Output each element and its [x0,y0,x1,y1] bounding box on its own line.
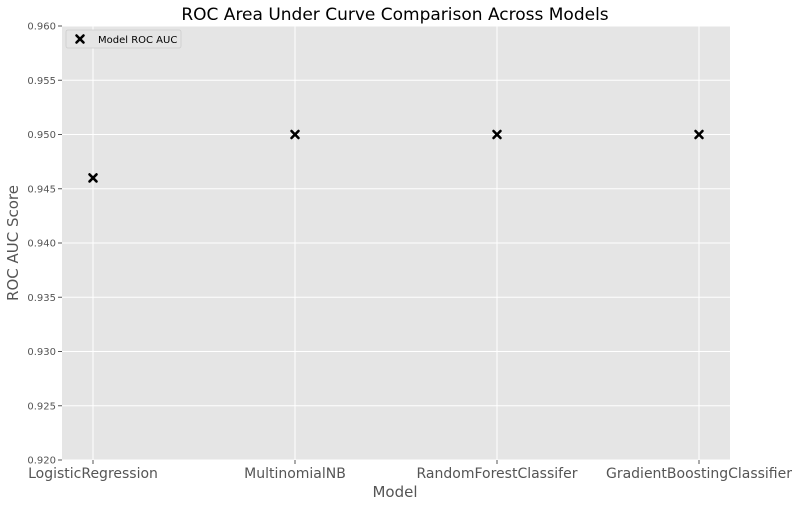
x-tick-label: RandomForestClassifer [417,466,578,482]
chart-title: ROC Area Under Curve Comparison Across M… [181,5,608,25]
legend-label: Model ROC AUC [98,35,177,46]
x-tick-label: GradientBoostingClassifier [606,466,792,482]
y-tick-label: 0.925 [27,401,56,412]
gridlines [62,25,730,461]
data-point-gradientboostingclassifier [694,129,704,140]
y-tick-label: 0.930 [27,347,56,358]
x-tick-label: LogisticRegression [28,466,158,482]
data-point-multinomialnb [290,129,300,140]
y-tick-label: 0.950 [27,130,56,141]
y-tick-label: 0.940 [27,239,56,250]
legend: Model ROC AUC [65,29,182,49]
legend-x-icon [75,34,85,44]
legend-marker-x-icon [75,34,85,44]
y-axis-ticks: 0.920 0.925 0.930 0.935 0.940 0.945 0.950 0.955… [27,22,62,467]
y-tick-label: 0.920 [27,456,56,467]
y-tick-label: 0.960 [27,22,56,33]
data-point-randomforestclassifer [492,129,502,140]
x-axis-title: Model [372,483,417,501]
y-tick-label: 0.935 [27,293,56,304]
x-axis-ticks: LogisticRegression MultinomialNB RandomFor… [28,460,792,482]
data-point-logisticregression [88,173,98,183]
y-tick-label: 0.955 [27,76,56,87]
x-tick-label: MultinomialNB [244,466,346,482]
y-tick-label: 0.945 [27,184,56,195]
legend-box [65,29,182,49]
data-points [88,129,704,183]
y-axis-title: ROC AUC Score [4,185,22,301]
